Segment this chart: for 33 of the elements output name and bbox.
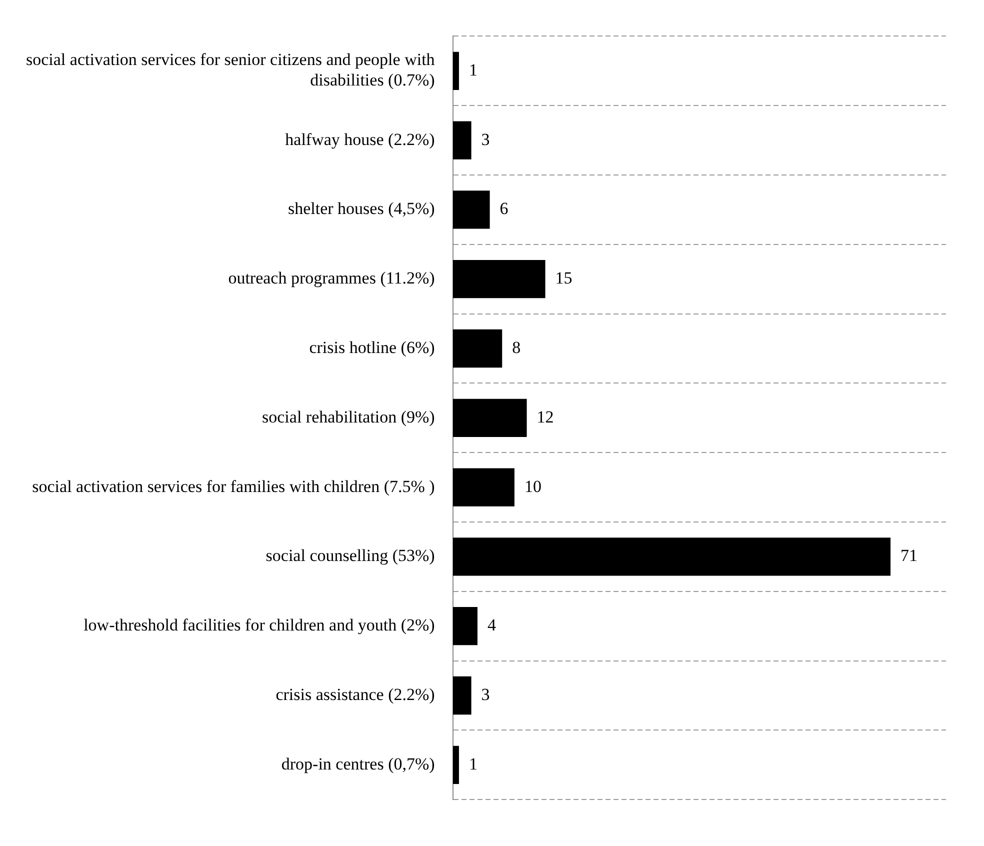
y-tick-label: social activation services for families with children (7.5% ) — [32, 476, 435, 496]
data-label: 3 — [481, 684, 490, 704]
bar — [452, 52, 459, 90]
data-label: 71 — [900, 546, 918, 566]
data-label: 1 — [468, 754, 478, 774]
data-label: 8 — [512, 338, 521, 357]
y-tick-label: crisis assistance (2.2%) — [276, 684, 435, 704]
y-tick-label: low-threshold facilities for children and youth (2%) — [84, 616, 435, 635]
data-label: 10 — [524, 476, 542, 496]
data-label: 6 — [500, 199, 508, 218]
bar — [452, 607, 478, 646]
y-tick-label: drop-in centres (0,7%) — [281, 754, 435, 774]
y-tick-label: social activation services for senior citizens and people with disabilities (0.7%) — [26, 50, 436, 90]
y-tick-label: halfway house (2.2%) — [285, 130, 435, 149]
data-label: 3 — [481, 130, 490, 149]
y-tick-label: social rehabilitation (9%) — [262, 407, 435, 426]
y-tick-label: social counselling (53%) — [266, 546, 435, 566]
bar — [452, 746, 459, 784]
bar — [452, 121, 472, 160]
bar — [452, 260, 546, 298]
data-label: 1 — [468, 60, 478, 80]
bar — [452, 398, 527, 437]
data-label: 15 — [555, 268, 572, 288]
bar — [452, 676, 472, 715]
data-label: 12 — [536, 407, 554, 426]
data-label: 4 — [487, 616, 496, 635]
bar — [452, 538, 891, 576]
bar — [452, 468, 514, 506]
y-tick-label: crisis hotline (6%) — [309, 338, 435, 357]
y-tick-label: outreach programmes (11.2%) — [228, 268, 435, 288]
y-tick-label: shelter houses (4,5%) — [288, 199, 435, 218]
bar — [452, 190, 490, 229]
bar — [452, 329, 502, 368]
